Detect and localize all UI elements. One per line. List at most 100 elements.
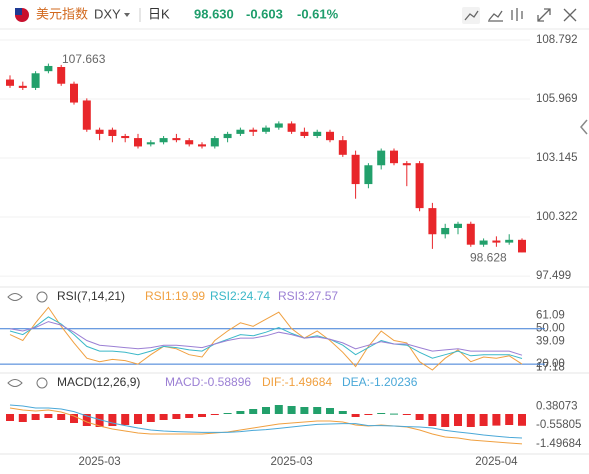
y-tick-label: -1.49684 <box>536 438 582 450</box>
legend-entry: RSI1:19.99 <box>145 289 205 303</box>
x-tick-label: 2025-03 <box>78 456 120 468</box>
macd-bar <box>466 414 475 427</box>
y-tick-label: 20.00 <box>536 358 565 370</box>
macd-bar <box>262 407 270 414</box>
macd-bar <box>236 411 245 414</box>
y-tick-label: 108.792 <box>536 34 578 46</box>
candle-body <box>210 138 219 147</box>
eye-icon[interactable] <box>7 293 23 301</box>
candle-body <box>236 129 245 134</box>
macd-bar <box>82 414 91 426</box>
candle-body <box>300 131 309 136</box>
candle-body <box>134 138 142 147</box>
candle-body <box>287 123 296 132</box>
candle-body <box>364 165 373 185</box>
y-tick-label: 105.969 <box>536 93 578 105</box>
rsi-line <box>9 321 523 356</box>
candle-body <box>70 83 78 103</box>
chart-type-icon[interactable] <box>464 10 479 21</box>
macd-bar <box>185 414 194 418</box>
macd-bar <box>377 413 386 414</box>
settings-icon[interactable] <box>36 291 48 303</box>
macd-bar <box>364 414 373 415</box>
indicator-icon[interactable] <box>488 10 503 22</box>
macd-bar <box>338 411 347 414</box>
macd-bar <box>479 414 488 426</box>
macd-bar <box>492 414 501 426</box>
macd-bar <box>505 414 514 425</box>
macd-bar <box>454 414 462 426</box>
macd-bar <box>441 414 450 427</box>
macd-bar <box>108 414 117 426</box>
candle-icon[interactable] <box>511 8 523 21</box>
rsi-line <box>9 306 523 371</box>
macd-bar <box>390 413 398 415</box>
indicator-title: MACD(12,26,9) <box>57 375 140 389</box>
indicator-title: RSI(7,14,21) <box>57 289 125 303</box>
candle-body <box>402 163 411 166</box>
macd-bar <box>146 414 155 422</box>
candle-body <box>95 129 104 134</box>
candle-body <box>313 131 322 136</box>
dropdown-icon[interactable] <box>124 13 130 17</box>
macd-bar <box>95 414 104 427</box>
macd-bar <box>326 408 334 414</box>
candle-body <box>338 140 347 155</box>
macd-bar <box>6 414 14 421</box>
macd-bar <box>198 414 206 417</box>
macd-legend: MACD(12,26,9) <box>7 375 140 389</box>
candle-body <box>18 85 27 88</box>
macd-bar <box>351 414 360 417</box>
legend-entry: RSI3:27.57 <box>278 289 338 303</box>
settings-icon[interactable] <box>36 377 48 389</box>
candle-body <box>428 208 437 235</box>
high-label: 107.663 <box>62 52 106 66</box>
eye-icon[interactable] <box>7 379 23 387</box>
candle-body <box>390 150 398 164</box>
y-tick-label: 61.09 <box>536 310 565 322</box>
macd-bar <box>428 414 437 426</box>
candle-body <box>274 123 283 128</box>
y-tick-label: 97.499 <box>536 270 571 282</box>
candle-body <box>223 133 232 139</box>
rsi-line <box>9 316 523 359</box>
macd-bar <box>223 413 232 414</box>
candle-body <box>492 240 501 243</box>
symbol[interactable]: DXY <box>94 6 121 21</box>
candle-body <box>108 129 117 136</box>
candle-body <box>441 227 450 235</box>
candle-body <box>479 240 488 245</box>
price: 98.630 <box>194 6 234 21</box>
y-tick-label: -0.55805 <box>536 419 581 431</box>
candle-body <box>518 239 526 253</box>
y-tick-label: 103.145 <box>536 152 578 164</box>
macd-bar <box>274 405 283 414</box>
x-tick-label: 2025-03 <box>270 456 312 468</box>
period[interactable]: 日K <box>148 6 170 21</box>
rsi-legend: RSI(7,14,21) <box>7 289 125 303</box>
candle-body <box>351 154 360 185</box>
legend-entry: RSI2:24.74 <box>210 289 270 303</box>
close-icon[interactable] <box>563 8 577 22</box>
macd-bar <box>121 414 130 425</box>
candle-body <box>6 79 14 86</box>
legend-entry: MACD:-0.58896 <box>165 375 251 389</box>
fullscreen-icon[interactable] <box>537 8 551 22</box>
collapse-button[interactable] <box>580 119 588 135</box>
candle-body <box>57 67 66 84</box>
candle-body <box>159 138 168 143</box>
change: -0.603 <box>246 6 283 21</box>
low-label: 98.628 <box>470 251 507 265</box>
candle-body <box>466 223 475 245</box>
legend-entry: DIF:-1.49684 <box>262 375 332 389</box>
index-name[interactable]: 美元指数 <box>36 6 88 21</box>
macd-bar <box>159 414 168 420</box>
candle-body <box>326 131 334 141</box>
x-tick-label: 2025-04 <box>475 456 518 468</box>
candle-body <box>172 138 181 141</box>
candle-body <box>262 127 270 132</box>
macd-bar <box>210 414 219 415</box>
candle-body <box>185 140 194 145</box>
